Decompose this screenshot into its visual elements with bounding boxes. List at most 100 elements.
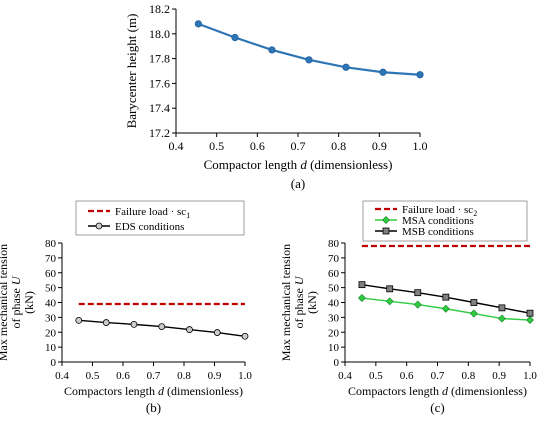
x-tick-label: 0.8 xyxy=(177,370,191,382)
y-tick-label: 80 xyxy=(45,238,57,250)
legend-label: Failure load · sc1 xyxy=(115,206,190,220)
x-tick-label: 0.6 xyxy=(116,370,130,382)
data-point xyxy=(386,285,394,293)
data-point xyxy=(357,294,366,303)
y-axis-label-text: of phase xyxy=(9,285,23,328)
y-tick-label: 0 xyxy=(51,357,57,369)
data-point xyxy=(442,293,450,301)
data-point xyxy=(358,281,366,289)
data-point xyxy=(241,332,249,340)
data-point xyxy=(130,320,138,328)
data-point xyxy=(379,68,387,76)
legend-box xyxy=(75,200,245,236)
legend-label: EDS conditions xyxy=(115,221,184,233)
x-axis-label-suffix: (dimensionless) xyxy=(448,384,527,398)
x-axis-label-text: Compactors length xyxy=(348,384,442,398)
data-point xyxy=(497,314,506,323)
legend-marker xyxy=(382,227,390,235)
y-tick-label: 50 xyxy=(328,283,340,295)
x-tick-label: 0.5 xyxy=(86,370,100,382)
x-tick-label: 0.8 xyxy=(331,139,346,153)
data-point xyxy=(526,309,534,317)
y-axis-label-line3: (kN) xyxy=(305,291,319,314)
legend-label-text: Failure load · sc xyxy=(402,204,473,216)
y-axis-label-var: U xyxy=(292,275,306,285)
chart-panel-3: 0.4 0.5 0.6 0.7 0.8 0.9 1.0 0 10 20 30 40 50 60 70 80 Co… xyxy=(279,200,537,415)
x-tick-label: 0.8 xyxy=(461,370,475,382)
series-2 xyxy=(75,316,249,340)
data-point xyxy=(469,309,478,318)
chart-panel-1: 0.4 0.5 0.6 0.7 0.8 0.9 1.0 17.2 17.4 17.6 17.8 18.… xyxy=(124,2,428,191)
legend-label-sub: 2 xyxy=(473,209,477,218)
legend-marker xyxy=(382,216,390,224)
legend-marker xyxy=(95,222,103,230)
data-point xyxy=(414,289,422,297)
x-tick-label: 0.7 xyxy=(291,139,306,153)
x-tick-label: 1.0 xyxy=(413,139,428,153)
x-tick-label: 0.9 xyxy=(372,139,387,153)
y-axis-label-line3: (kN) xyxy=(22,291,36,314)
data-point xyxy=(470,299,478,306)
data-point xyxy=(498,304,506,312)
y-tick-label: 17.6 xyxy=(149,76,170,90)
legend-label-text: Failure load · sc xyxy=(115,206,186,218)
y-tick-label: 17.8 xyxy=(149,52,170,66)
x-tick-label: 1.0 xyxy=(523,370,537,382)
series-2 xyxy=(357,294,534,325)
x-tick-label: 0.6 xyxy=(250,139,265,153)
data-point xyxy=(186,326,193,333)
legend-label: MSA conditions xyxy=(402,215,474,227)
x-tick-label: 0.7 xyxy=(147,370,161,382)
y-tick-label: 70 xyxy=(328,253,340,265)
y-axis-label-text: of phase xyxy=(292,285,306,328)
x-axis-label-suffix: (dimensionless) xyxy=(164,384,243,398)
x-tick-label: 0.4 xyxy=(55,370,69,382)
y-tick-label: 18.2 xyxy=(149,2,170,16)
y-tick-label: 0 xyxy=(334,357,340,369)
x-axis-label-var: d xyxy=(300,157,307,172)
data-point xyxy=(413,300,422,309)
x-axis-label-text: Compactor length xyxy=(204,157,301,172)
x-axis-label: Compactor length d (dimensionless) xyxy=(204,157,393,172)
data-point xyxy=(75,316,83,324)
data-point xyxy=(194,20,202,28)
y-tick-label: 10 xyxy=(328,342,340,354)
data-point xyxy=(231,33,239,42)
legend-label: MSB conditions xyxy=(402,226,474,238)
data-point xyxy=(102,319,110,326)
x-tick-label: 0.5 xyxy=(369,370,383,382)
x-axis-label-var: d xyxy=(158,384,165,398)
y-tick-label: 20 xyxy=(328,327,340,339)
data-point xyxy=(526,316,534,325)
y-tick-label: 17.2 xyxy=(149,126,170,140)
x-axis-label-var: d xyxy=(442,384,449,398)
y-axis-label-var: U xyxy=(9,275,23,285)
y-tick-label: 60 xyxy=(45,268,57,280)
y-tick-label: 10 xyxy=(45,342,57,354)
series-1 xyxy=(194,20,424,79)
x-tick-label: 0.9 xyxy=(208,370,222,382)
x-tick-label: 0.5 xyxy=(209,139,224,153)
y-tick-label: 70 xyxy=(45,253,57,265)
legend-label-text: MSA conditions xyxy=(402,215,474,227)
y-axis-label-line2: of phase U xyxy=(292,275,306,328)
y-axis-label-line1: Max mechanical tension xyxy=(0,244,10,361)
y-tick-label: 40 xyxy=(328,298,340,310)
x-tick-label: 0.7 xyxy=(431,370,445,382)
x-tick-label: 0.9 xyxy=(492,370,506,382)
data-point xyxy=(213,329,221,336)
data-point xyxy=(158,323,166,330)
x-tick-label: 0.6 xyxy=(400,370,414,382)
x-tick-label: 0.4 xyxy=(169,139,184,153)
x-axis-label-text: Compactors length xyxy=(64,384,158,398)
panel-label: (a) xyxy=(291,176,305,191)
x-axis-label: Compactors length d (dimensionless) xyxy=(64,384,243,398)
y-tick-label: 60 xyxy=(328,268,340,280)
y-tick-label: 30 xyxy=(328,312,340,324)
series-3 xyxy=(358,281,534,317)
legend-label: Failure load · sc2 xyxy=(402,204,477,218)
x-tick-label: 1.0 xyxy=(238,370,252,382)
y-tick-label: 50 xyxy=(45,283,57,295)
y-tick-label: 18.0 xyxy=(149,27,170,41)
